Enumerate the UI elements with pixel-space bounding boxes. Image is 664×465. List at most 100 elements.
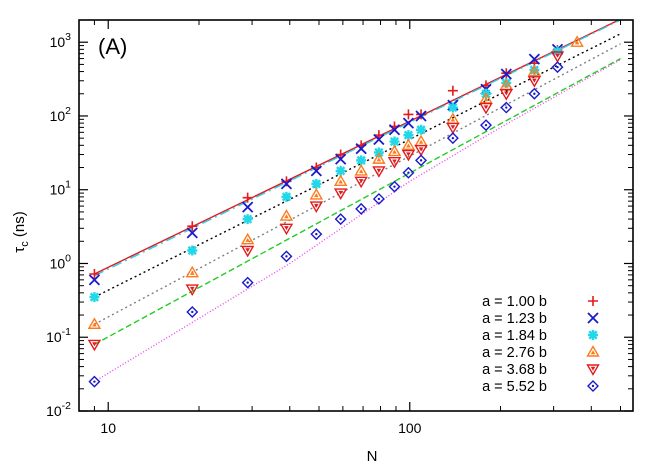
- data-point: [242, 214, 253, 225]
- data-point: [356, 155, 367, 166]
- legend-item: a = 1.00 b: [482, 294, 598, 310]
- y-tick-exponent: -1: [62, 326, 71, 338]
- data-point: [373, 133, 385, 146]
- data-point: [415, 154, 428, 167]
- data-point: [401, 138, 416, 151]
- y-tick-exponent: 3: [65, 31, 71, 43]
- data-point: [242, 192, 253, 203]
- y-tick-label: 10-2: [46, 400, 71, 419]
- fit-line-3: [94, 33, 621, 298]
- data-point: [403, 130, 414, 141]
- data-point: [240, 245, 255, 258]
- data-point: [500, 68, 512, 80]
- data-point: [527, 64, 542, 77]
- y-tick-base: 10: [46, 403, 62, 419]
- y-tick-exponent: -2: [62, 400, 71, 412]
- data-point: [280, 250, 293, 263]
- data-point: [279, 223, 294, 236]
- data-point: [187, 245, 198, 256]
- data-point: [570, 35, 584, 47]
- x-tick-label: 100: [398, 420, 422, 436]
- data-point: [551, 61, 564, 74]
- legend-marker: [586, 345, 600, 357]
- fit-line-6: [94, 59, 621, 383]
- data-point: [528, 53, 541, 65]
- data-point: [311, 178, 322, 189]
- data-point: [402, 166, 415, 179]
- data-point: [527, 76, 542, 88]
- legend-label: a = 1.84 b: [482, 328, 547, 344]
- legend-item: a = 1.23 b: [482, 311, 599, 327]
- data-point: [310, 228, 323, 241]
- data-point: [501, 77, 512, 88]
- series-6: [88, 61, 564, 388]
- data-point: [401, 149, 416, 162]
- y-tick-label: 102: [50, 105, 72, 124]
- data-point: [89, 292, 100, 303]
- data-point: [87, 339, 102, 352]
- data-point: [88, 274, 101, 286]
- y-tick-exponent: 2: [65, 105, 71, 117]
- data-point: [242, 201, 254, 213]
- y-axis-title: τc (ns): [11, 211, 31, 252]
- data-point: [416, 124, 427, 135]
- legend-marker: [588, 330, 598, 340]
- y-tick-base: 10: [46, 329, 62, 345]
- data-point: [240, 232, 255, 245]
- data-point: [447, 85, 458, 96]
- data-point: [416, 109, 427, 120]
- data-point: [309, 201, 324, 213]
- data-point: [185, 284, 199, 296]
- data-point: [446, 132, 459, 145]
- data-point: [447, 102, 458, 113]
- legend-item: a = 1.84 b: [482, 328, 598, 344]
- series-2: [88, 43, 564, 286]
- data-point: [89, 269, 100, 280]
- data-point: [499, 89, 514, 101]
- data-point: [354, 176, 368, 189]
- legend-marker: [586, 364, 600, 376]
- legend: a = 1.00 ba = 1.23 ba = 1.84 ba = 2.76 b…: [482, 294, 600, 395]
- legend-label: a = 1.23 b: [482, 311, 547, 327]
- y-tick-exponent: 1: [65, 179, 71, 191]
- series-5: [87, 51, 565, 352]
- data-point: [88, 375, 101, 388]
- data-point: [279, 209, 294, 221]
- data-point: [414, 144, 428, 157]
- data-point: [241, 276, 254, 289]
- y-tick-label: 103: [50, 31, 72, 50]
- data-markers: [87, 35, 584, 388]
- legend-label: a = 2.76 b: [482, 345, 547, 361]
- data-point: [403, 109, 414, 120]
- data-point: [186, 227, 198, 239]
- data-point: [414, 134, 428, 147]
- data-point: [387, 156, 402, 169]
- data-point: [372, 166, 386, 178]
- data-point: [402, 117, 415, 129]
- y-tick-label: 100: [50, 252, 72, 271]
- data-point: [334, 213, 347, 226]
- legend-label: a = 3.68 b: [482, 362, 547, 378]
- data-point: [372, 192, 385, 205]
- data-point: [528, 87, 541, 100]
- data-point: [372, 152, 386, 164]
- data-point: [310, 165, 322, 177]
- data-point: [87, 317, 102, 329]
- data-point: [354, 163, 368, 176]
- data-point: [389, 136, 400, 147]
- data-point: [335, 153, 347, 165]
- data-point: [333, 188, 348, 200]
- y-tick-base: 10: [50, 255, 66, 271]
- legend-label: a = 5.52 b: [482, 379, 547, 395]
- data-point: [281, 191, 292, 202]
- panel-label: (A): [98, 34, 127, 59]
- data-point: [446, 122, 460, 135]
- legend-marker: [588, 296, 598, 306]
- data-point: [355, 143, 367, 155]
- x-axis-title: N: [367, 448, 378, 465]
- y-tick-exponent: 0: [65, 252, 71, 264]
- legend-item: a = 2.76 b: [482, 345, 600, 361]
- data-point: [388, 124, 401, 136]
- legend-marker: [587, 380, 599, 392]
